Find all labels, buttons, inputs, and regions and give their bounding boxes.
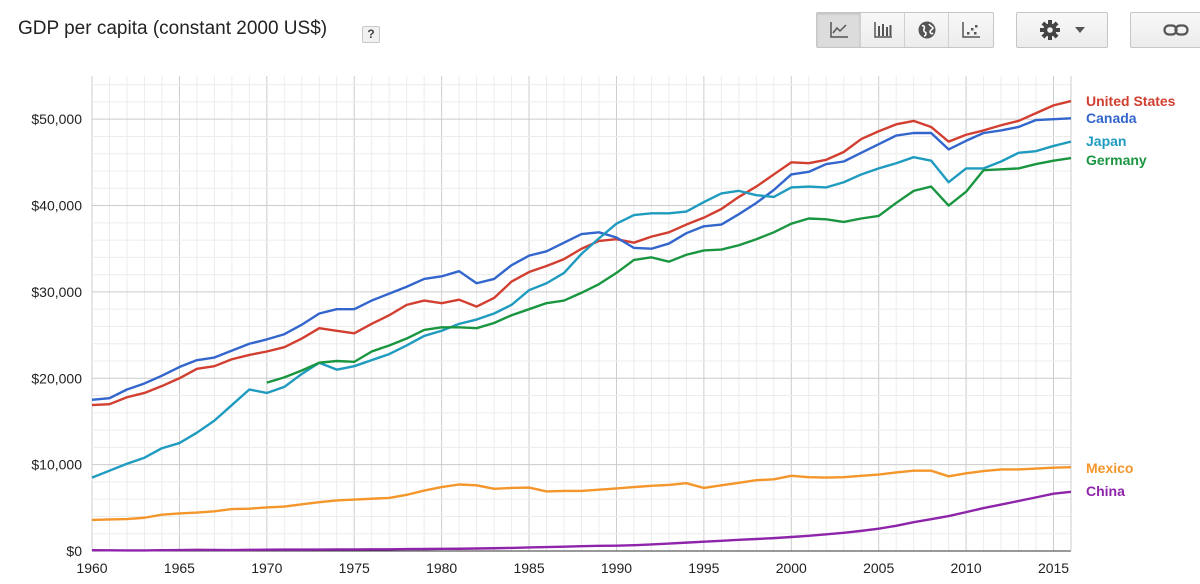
bar-chart-button[interactable] <box>861 13 905 47</box>
gear-icon <box>1040 20 1060 40</box>
legend-label-mexico: Mexico <box>1086 460 1133 476</box>
legend-label-china: China <box>1086 483 1125 499</box>
chart-type-selector <box>816 12 994 48</box>
series-line-united-states <box>91 99 1072 407</box>
line-chart-button[interactable] <box>817 13 861 47</box>
x-tick-label: 1985 <box>513 560 544 576</box>
x-tick-label: 1965 <box>164 560 195 576</box>
y-tick-label: $30,000 <box>31 284 82 300</box>
series-line-germany <box>266 156 1072 384</box>
y-tick-label: $40,000 <box>31 198 82 214</box>
y-tick-label: $20,000 <box>31 370 82 386</box>
settings-button[interactable] <box>1016 12 1108 48</box>
help-button[interactable]: ? <box>362 26 380 43</box>
x-tick-label: 2010 <box>951 560 982 576</box>
series-line-japan <box>91 140 1072 479</box>
series-line-china <box>91 490 1072 552</box>
x-tick-label: 1960 <box>76 560 107 576</box>
x-tick-label: 2000 <box>776 560 807 576</box>
scatter-chart-icon <box>962 22 980 38</box>
x-tick-label: 1990 <box>601 560 632 576</box>
legend-label-canada: Canada <box>1086 110 1137 126</box>
legend-label-japan: Japan <box>1086 133 1126 149</box>
x-tick-label: 2015 <box>1038 560 1069 576</box>
globe-icon <box>918 21 935 39</box>
x-tick-label: 1970 <box>251 560 282 576</box>
y-tick-label: $50,000 <box>31 111 82 127</box>
y-tick-label: $0 <box>66 543 82 559</box>
link-icon <box>1163 24 1189 36</box>
x-tick-label: 2005 <box>863 560 894 576</box>
scatter-chart-button[interactable] <box>949 13 993 47</box>
series-line-mexico <box>91 466 1072 522</box>
map-chart-button[interactable] <box>905 13 949 47</box>
bar-chart-icon <box>873 22 892 38</box>
series-line-canada <box>91 117 1072 402</box>
share-link-button[interactable] <box>1130 12 1200 48</box>
x-tick-label: 1975 <box>339 560 370 576</box>
y-tick-label: $10,000 <box>31 457 82 473</box>
x-tick-label: 1980 <box>426 560 457 576</box>
caret-down-icon <box>1075 27 1085 33</box>
legend-label-united-states: United States <box>1086 93 1176 109</box>
legend-label-germany: Germany <box>1086 152 1147 168</box>
line-chart-icon <box>829 22 848 38</box>
x-tick-label: 1995 <box>688 560 719 576</box>
chart-title: GDP per capita (constant 2000 US$) <box>18 18 328 39</box>
